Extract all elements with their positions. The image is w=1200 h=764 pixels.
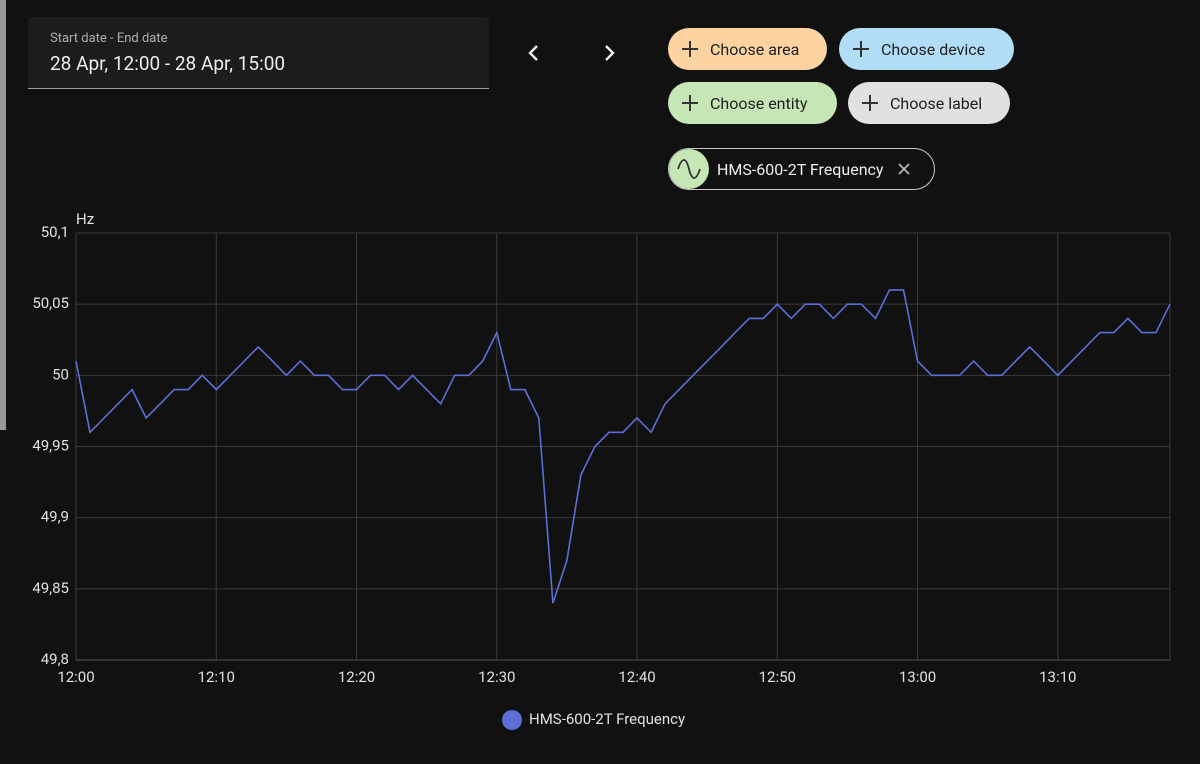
choose-label-chip[interactable]: Choose label [848,82,1010,124]
date-picker-label: Start date - End date [50,31,168,46]
x-tick-label: 12:10 [198,668,235,686]
legend-label: HMS-600-2T Frequency [529,710,685,728]
x-tick-label: 12:50 [759,668,796,686]
choose-device-chip[interactable]: Choose device [839,28,1014,70]
chart: Hz 49,8 49,85 49,9 49,95 50 50,05 50,1 12:00 12:… [32,210,1171,730]
chip-label: Choose device [881,39,986,59]
chip-label: Choose entity [710,93,808,113]
choose-area-chip[interactable]: Choose area [668,28,827,70]
plus-icon [682,41,698,57]
x-tick-label: 12:30 [478,668,515,686]
chip-label: Choose area [710,39,800,59]
x-tick-label: 13:10 [1039,668,1076,686]
y-tick-label: 49,9 [41,508,69,526]
date-picker-value: 28 Apr, 12:00 - 28 Apr, 15:00 [50,52,286,75]
x-tick-label: 12:40 [618,668,655,686]
plus-icon [862,95,878,111]
y-tick-label: 49,85 [32,579,69,597]
entity-icon [669,149,709,189]
plus-icon [682,95,698,111]
legend-marker [502,710,522,730]
scrollbar[interactable] [0,0,6,430]
x-tick-label: 13:00 [899,668,936,686]
x-tick-label: 12:20 [338,668,375,686]
previous-button[interactable] [522,41,546,65]
chip-label: Choose label [890,93,983,113]
choose-entity-chip[interactable]: Choose entity [668,82,837,124]
x-tick-label: 12:00 [57,668,94,686]
data-line [75,289,1171,604]
entity-chip[interactable]: HMS-600-2T Frequency [668,148,935,190]
next-button[interactable] [597,41,621,65]
y-tick-label: 49,8 [41,650,69,668]
remove-button[interactable] [897,162,911,176]
y-tick-label: 50,05 [32,294,69,312]
entity-name: HMS-600-2T Frequency [717,159,884,179]
y-tick-label: 50,1 [41,223,69,241]
date-picker[interactable]: Start date - End date 28 Apr, 12:00 - 28… [28,17,489,89]
plus-icon [853,41,869,57]
y-tick-label: 49,95 [32,436,69,454]
y-axis-label: Hz [76,210,94,228]
y-tick-label: 50 [52,365,69,383]
